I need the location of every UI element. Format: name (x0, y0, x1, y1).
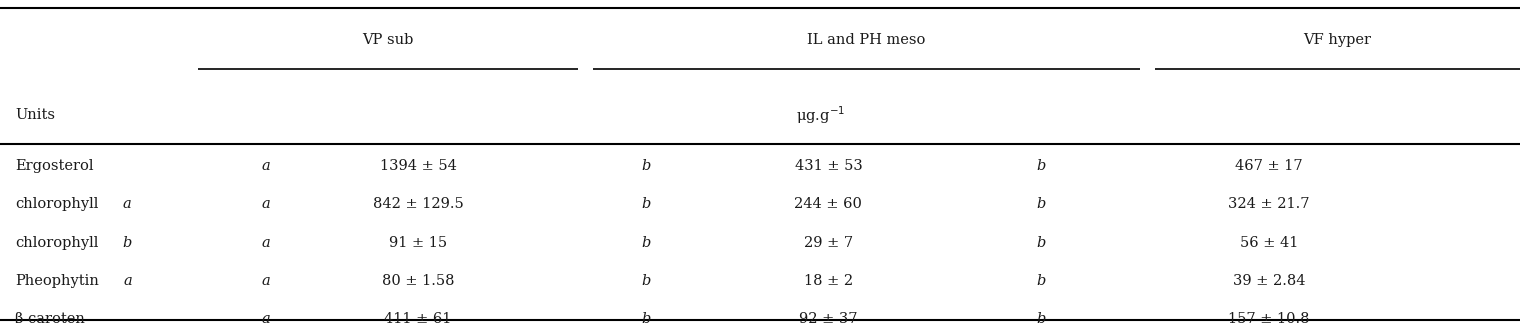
Text: chlorophyll: chlorophyll (15, 235, 99, 250)
Text: 411 ± 61: 411 ± 61 (385, 312, 451, 323)
Text: 842 ± 129.5: 842 ± 129.5 (372, 197, 464, 212)
Text: Ergosterol: Ergosterol (15, 159, 94, 173)
Text: a: a (261, 312, 271, 323)
Text: a: a (261, 197, 271, 212)
Text: b: b (1037, 197, 1046, 212)
Text: b: b (641, 159, 651, 173)
Text: b: b (1037, 312, 1046, 323)
Text: 80 ± 1.58: 80 ± 1.58 (382, 274, 454, 288)
Text: 244 ± 60: 244 ± 60 (795, 197, 862, 212)
Text: VP sub: VP sub (362, 33, 413, 47)
Text: b: b (123, 235, 132, 250)
Text: chlorophyll: chlorophyll (15, 197, 99, 212)
Text: a: a (123, 197, 132, 212)
Text: a: a (261, 159, 271, 173)
Text: Pheophytin: Pheophytin (15, 274, 99, 288)
Text: a: a (261, 235, 271, 250)
Text: 157 ± 10.8: 157 ± 10.8 (1228, 312, 1310, 323)
Text: 18 ± 2: 18 ± 2 (804, 274, 853, 288)
Text: a: a (123, 274, 132, 288)
Text: b: b (641, 197, 651, 212)
Text: b: b (641, 235, 651, 250)
Text: 467 ± 17: 467 ± 17 (1236, 159, 1303, 173)
Text: β caroten: β caroten (15, 312, 85, 323)
Text: 92 ± 37: 92 ± 37 (800, 312, 857, 323)
Text: Units: Units (15, 108, 55, 122)
Text: b: b (641, 274, 651, 288)
Text: 56 ± 41: 56 ± 41 (1240, 235, 1298, 250)
Text: 324 ± 21.7: 324 ± 21.7 (1228, 197, 1310, 212)
Text: a: a (261, 274, 271, 288)
Text: VF hyper: VF hyper (1304, 33, 1371, 47)
Text: b: b (1037, 159, 1046, 173)
Text: b: b (1037, 274, 1046, 288)
Text: IL and PH meso: IL and PH meso (807, 33, 926, 47)
Text: 29 ± 7: 29 ± 7 (804, 235, 853, 250)
Text: b: b (1037, 235, 1046, 250)
Text: 39 ± 2.84: 39 ± 2.84 (1233, 274, 1306, 288)
Text: 431 ± 53: 431 ± 53 (795, 159, 862, 173)
Text: $\mathregular{\mu}$g.g$^{-1}$: $\mathregular{\mu}$g.g$^{-1}$ (796, 104, 845, 126)
Text: b: b (641, 312, 651, 323)
Text: 1394 ± 54: 1394 ± 54 (380, 159, 456, 173)
Text: 91 ± 15: 91 ± 15 (389, 235, 447, 250)
